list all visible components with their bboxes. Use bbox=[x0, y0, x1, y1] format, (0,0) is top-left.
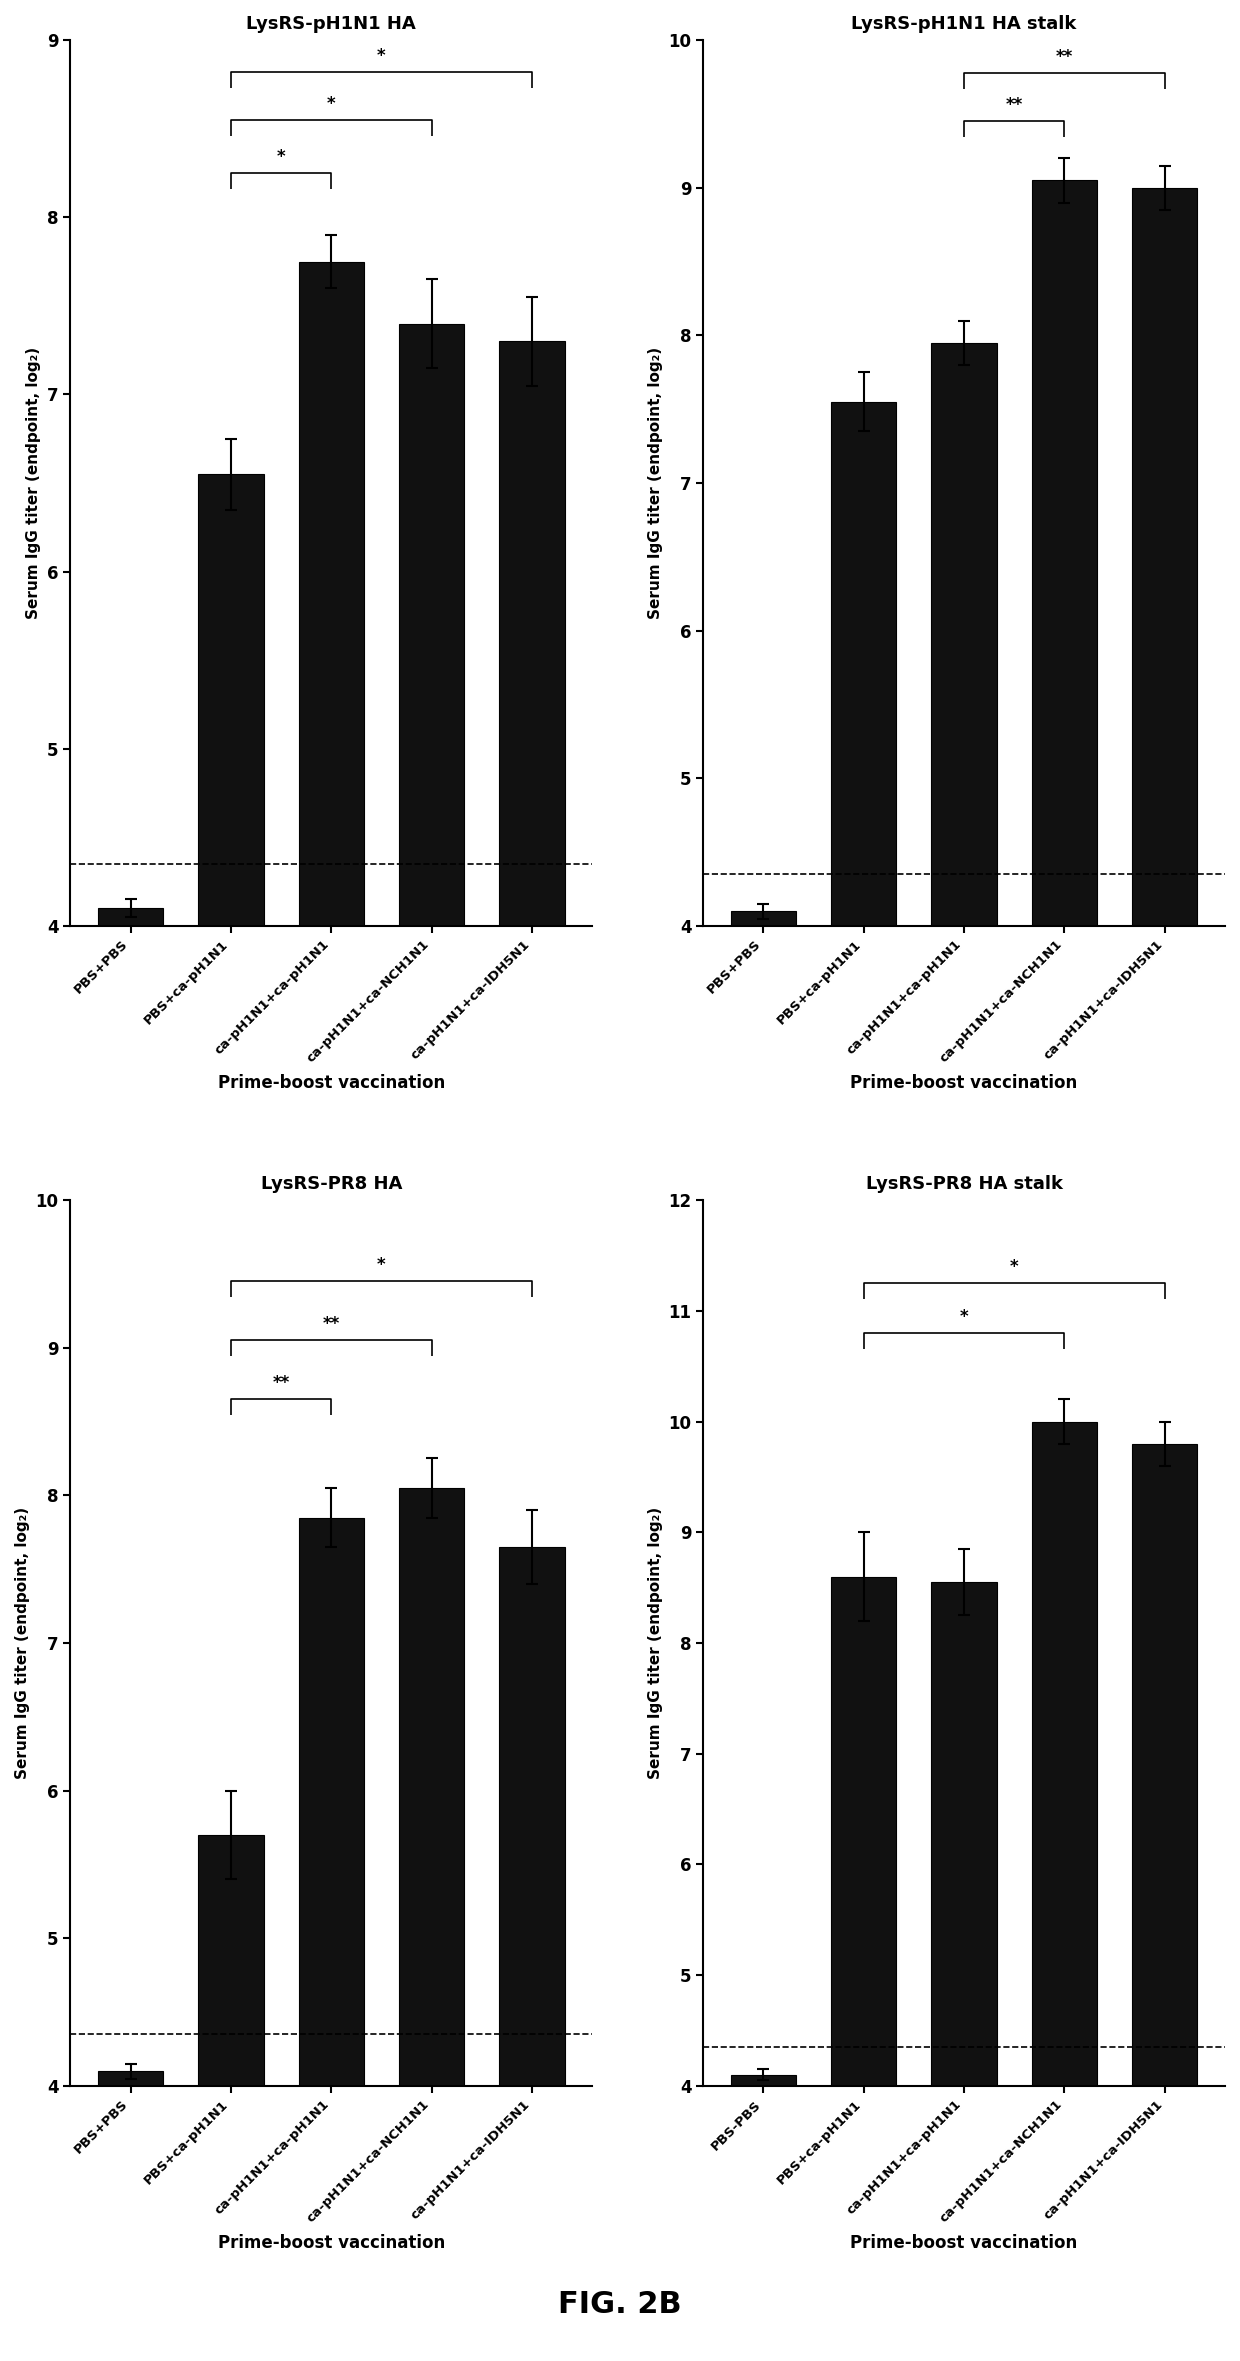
Title: LysRS-PR8 HA: LysRS-PR8 HA bbox=[260, 1176, 402, 1192]
Title: LysRS-pH1N1 HA stalk: LysRS-pH1N1 HA stalk bbox=[852, 14, 1076, 33]
Text: *: * bbox=[277, 149, 285, 165]
Text: **: ** bbox=[1055, 47, 1073, 66]
Bar bbox=[299, 1518, 363, 2087]
X-axis label: Prime-boost vaccination: Prime-boost vaccination bbox=[218, 2234, 445, 2252]
Title: LysRS-pH1N1 HA: LysRS-pH1N1 HA bbox=[247, 14, 417, 33]
Bar bbox=[198, 1834, 264, 2087]
Y-axis label: Serum IgG titer (endpoint, log₂): Serum IgG titer (endpoint, log₂) bbox=[26, 347, 41, 619]
Bar bbox=[831, 401, 897, 926]
Y-axis label: Serum IgG titer (endpoint, log₂): Serum IgG titer (endpoint, log₂) bbox=[647, 347, 663, 619]
Bar bbox=[98, 909, 164, 926]
Bar bbox=[399, 323, 464, 926]
Bar bbox=[831, 1577, 897, 2087]
Bar bbox=[198, 475, 264, 926]
Bar bbox=[399, 1487, 464, 2087]
Bar bbox=[931, 1582, 997, 2087]
Y-axis label: Serum IgG titer (endpoint, log₂): Serum IgG titer (endpoint, log₂) bbox=[647, 1506, 662, 1780]
X-axis label: Prime-boost vaccination: Prime-boost vaccination bbox=[851, 2234, 1078, 2252]
Text: *: * bbox=[377, 1256, 386, 1275]
Text: *: * bbox=[1009, 1258, 1018, 1275]
Text: **: ** bbox=[1006, 97, 1023, 113]
X-axis label: Prime-boost vaccination: Prime-boost vaccination bbox=[851, 1074, 1078, 1091]
Text: **: ** bbox=[322, 1315, 340, 1334]
X-axis label: Prime-boost vaccination: Prime-boost vaccination bbox=[218, 1074, 445, 1091]
Title: LysRS-PR8 HA stalk: LysRS-PR8 HA stalk bbox=[866, 1176, 1063, 1192]
Y-axis label: Serum IgG titer (endpoint, log₂): Serum IgG titer (endpoint, log₂) bbox=[15, 1506, 30, 1780]
Bar bbox=[299, 262, 363, 926]
Text: *: * bbox=[960, 1308, 968, 1327]
Text: *: * bbox=[377, 47, 386, 64]
Bar bbox=[98, 2071, 164, 2087]
Text: **: ** bbox=[273, 1374, 290, 1393]
Bar bbox=[500, 342, 564, 926]
Bar bbox=[1032, 179, 1097, 926]
Bar bbox=[730, 911, 796, 926]
Text: *: * bbox=[327, 94, 336, 113]
Bar bbox=[730, 2075, 796, 2087]
Bar bbox=[500, 1546, 564, 2087]
Text: FIG. 2B: FIG. 2B bbox=[558, 2290, 682, 2319]
Bar bbox=[931, 342, 997, 926]
Bar bbox=[1132, 189, 1198, 926]
Bar bbox=[1132, 1443, 1198, 2087]
Bar bbox=[1032, 1421, 1097, 2087]
